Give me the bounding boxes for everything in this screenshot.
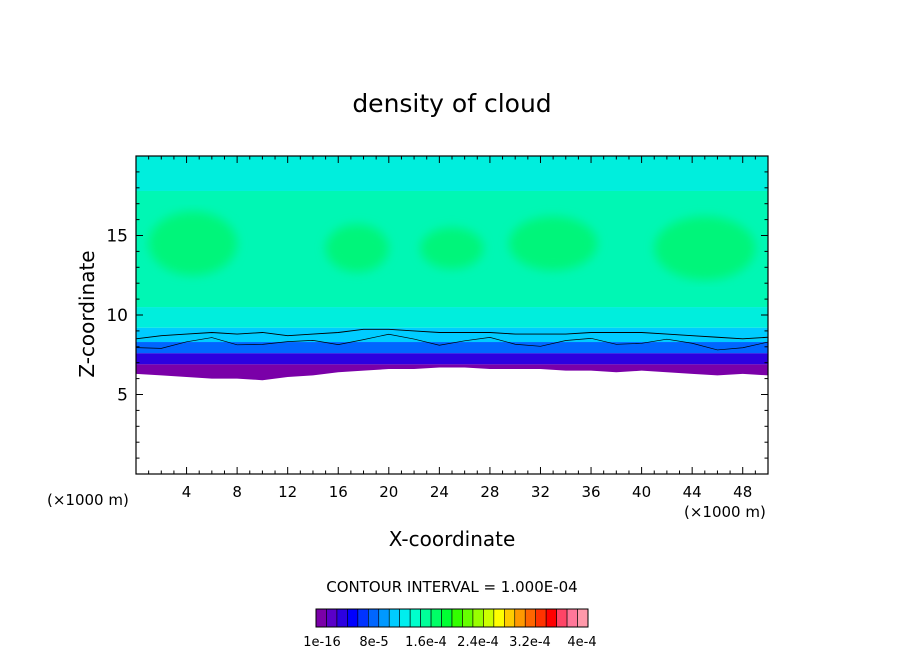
- x-axis-ticks: 4 8 12 16 20 24 28 32 36 40 44 48: [135, 156, 769, 501]
- colorbar-label: 1e-16: [303, 635, 341, 650]
- colorbar-swatch: [535, 608, 547, 628]
- chart-title: density of cloud: [352, 89, 551, 118]
- x-tick-label: 48: [733, 483, 752, 501]
- colorbar-swatch: [399, 608, 411, 628]
- x-tick-label: 40: [632, 483, 651, 501]
- colorbar-swatch: [430, 608, 442, 628]
- colorbar-swatch: [357, 608, 369, 628]
- heatmap-cores: [148, 211, 756, 281]
- colorbar-swatch: [545, 608, 557, 628]
- colorbar-swatch: [326, 608, 338, 628]
- x-unit-left: (×1000 m): [47, 491, 129, 509]
- colorbar-swatch: [409, 608, 421, 628]
- dense-core-4: [508, 216, 598, 271]
- x-axis-label: X-coordinate: [389, 527, 516, 551]
- layer-cloud-base: [136, 364, 768, 381]
- colorbar-label: 2.4e-4: [457, 635, 499, 650]
- y-tick-label: 5: [117, 386, 128, 406]
- colorbar-swatch: [524, 608, 536, 628]
- colorbar-label: 1.6e-4: [405, 635, 447, 650]
- x-tick-label: 20: [379, 483, 398, 501]
- x-tick-label: 8: [232, 483, 242, 501]
- y-axis-label: Z-coordinate: [75, 250, 99, 377]
- colorbar-labels: 1e-16 8e-5 1.6e-4 2.4e-4 3.2e-4 4e-4: [303, 635, 596, 650]
- colorbar-swatch: [577, 608, 589, 628]
- y-axis-ticks: 5 10 15: [106, 155, 768, 475]
- x-tick-label: 36: [581, 483, 600, 501]
- contour-line-low: [136, 333, 768, 351]
- layer-upper-mid-cloud: [136, 307, 768, 328]
- layer-cloud-top: [136, 156, 768, 191]
- layer-mid-cloud: [136, 327, 768, 343]
- dense-core-2: [325, 224, 389, 273]
- colorbar-label: 3.2e-4: [509, 635, 551, 650]
- colorbar-frame: [315, 608, 589, 628]
- colorbar-swatch: [483, 608, 495, 628]
- colorbar-swatch: [514, 608, 526, 628]
- x-unit-right: (×1000 m): [684, 503, 766, 521]
- x-tick-label: 28: [480, 483, 499, 501]
- colorbar-label: 4e-4: [567, 635, 596, 650]
- contour-lines: [136, 328, 768, 351]
- dense-core-3: [420, 227, 484, 269]
- layer-lower-mid-cloud: [136, 342, 768, 354]
- colorbar-swatch: [566, 608, 578, 628]
- x-tick-label: 44: [683, 483, 702, 501]
- y-tick-label: 15: [106, 227, 128, 247]
- colorbar: [315, 608, 589, 628]
- colorbar-swatch: [472, 608, 484, 628]
- colorbar-swatch: [336, 608, 348, 628]
- colorbar-swatch: [347, 608, 359, 628]
- colorbar-swatch: [315, 608, 327, 628]
- dense-core-5: [654, 216, 756, 281]
- colorbar-swatch: [368, 608, 380, 628]
- x-tick-label: 4: [182, 483, 192, 501]
- x-tick-label: 32: [531, 483, 550, 501]
- contour-interval-text: CONTOUR INTERVAL = 1.000E-04: [326, 578, 577, 596]
- colorbar-swatch: [420, 608, 432, 628]
- contour-line-mid: [136, 328, 768, 340]
- colorbar-swatch: [441, 608, 453, 628]
- x-tick-label: 24: [430, 483, 449, 501]
- colorbar-swatch: [556, 608, 568, 628]
- y-tick-label: 10: [106, 306, 128, 326]
- dense-core-1: [148, 211, 238, 276]
- colorbar-swatch: [462, 608, 474, 628]
- x-tick-label: 12: [278, 483, 297, 501]
- colorbar-label: 8e-5: [359, 635, 388, 650]
- x-tick-label: 16: [329, 483, 348, 501]
- colorbar-swatch: [378, 608, 390, 628]
- colorbar-swatch: [451, 608, 463, 628]
- colorbar-swatch: [493, 608, 505, 628]
- colorbar-swatch: [388, 608, 400, 628]
- layer-lower-cloud: [136, 353, 768, 365]
- colorbar-swatch: [504, 608, 516, 628]
